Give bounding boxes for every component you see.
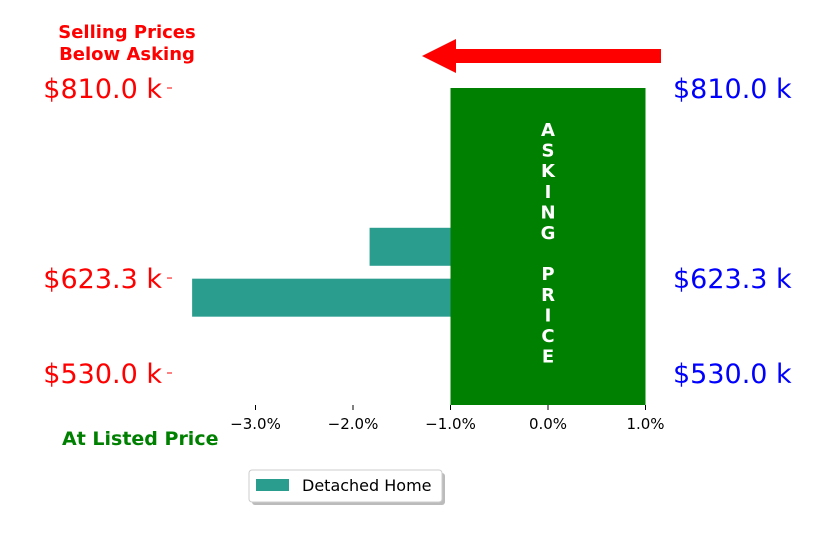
x-tick-label: −3.0% [230, 415, 281, 433]
right-price-label: $623.3 k [673, 264, 792, 295]
left-price-label: $623.3 k [43, 264, 162, 295]
asking-letter: P [541, 264, 554, 285]
right-price-label: $530.0 k [673, 359, 792, 390]
asking-letter: I [545, 182, 552, 203]
bottom-annotation: At Listed Price [62, 428, 218, 450]
x-tick-label: −2.0% [328, 415, 379, 433]
left-arrow-icon [422, 39, 661, 73]
x-tick-label: 0.0% [529, 415, 567, 433]
asking-letter: A [541, 120, 555, 141]
x-axis: −3.0% −2.0% −1.0% 0.0% 1.0% [230, 405, 665, 433]
legend-label: Detached Home [302, 476, 432, 495]
legend: Detached Home [248, 469, 445, 505]
asking-price-band [450, 88, 646, 405]
top-annotation-line2: Below Asking [59, 44, 195, 65]
left-price-label: $530.0 k [43, 359, 162, 390]
asking-letter: S [542, 141, 555, 162]
x-tick-label: 1.0% [626, 415, 664, 433]
asking-letter: R [541, 285, 555, 306]
asking-letter: K [541, 161, 556, 182]
asking-letter: E [542, 347, 554, 368]
legend-swatch [256, 479, 289, 491]
right-price-label: $810.0 k [673, 74, 792, 105]
top-annotation-line1: Selling Prices [58, 22, 195, 43]
asking-letter: N [540, 202, 555, 223]
left-price-label: $810.0 k [43, 74, 162, 105]
asking-letter: I [545, 305, 552, 326]
x-tick-label: −1.0% [425, 415, 476, 433]
asking-letter: C [541, 326, 554, 347]
asking-letter: G [541, 223, 556, 244]
left-price-labels: $810.0 k $623.3 k $530.0 k [43, 74, 172, 390]
right-price-labels: $810.0 k $623.3 k $530.0 k [673, 74, 792, 390]
